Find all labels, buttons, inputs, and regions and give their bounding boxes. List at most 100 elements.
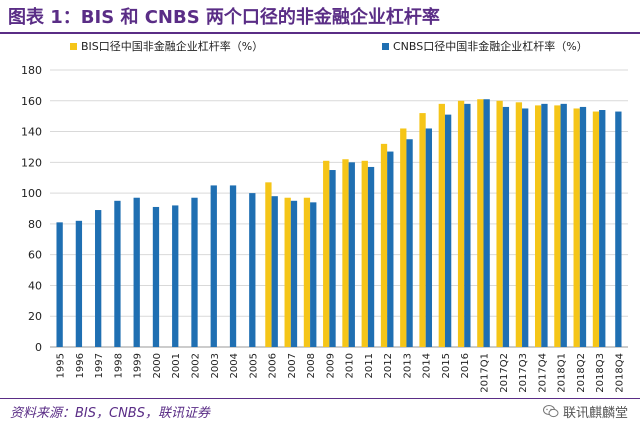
bar-bis-2010 (342, 159, 349, 347)
bar-bis-2007 (284, 197, 291, 347)
x-tick-label: 2017Q3 (518, 353, 529, 393)
bar-bis-2018Q2 (573, 108, 580, 347)
y-tick-label: 20 (28, 310, 42, 323)
bar-cnbs-2014 (425, 128, 432, 347)
bar-cnbs-2017Q4 (541, 103, 548, 347)
bar-cnbs-2004 (229, 185, 237, 347)
bar-bis-2009 (323, 160, 330, 347)
x-tick-label: 2018Q2 (576, 353, 587, 393)
x-tick-label: 2015 (441, 353, 452, 378)
bar-cnbs-2011 (367, 166, 375, 347)
y-tick-label: 120 (21, 156, 42, 169)
x-tick-label: 2014 (422, 353, 433, 378)
bar-cnbs-2018Q4 (615, 111, 622, 347)
bar-bis-2013 (400, 128, 407, 347)
x-tick-label: 2012 (383, 353, 394, 378)
bar-cnbs-2003 (210, 185, 217, 347)
bar-cnbs-2008 (310, 202, 317, 347)
x-tick-label: 2010 (345, 353, 356, 378)
x-tick-label: 2017Q4 (537, 353, 548, 393)
bar-cnbs-2018Q1 (560, 103, 567, 347)
x-tick-label: 2002 (191, 353, 202, 378)
bar-cnbs-2018Q2 (579, 106, 587, 347)
watermark-label: 联讯麒麟堂 (562, 406, 628, 421)
x-tick-label: 2006 (268, 353, 279, 378)
title-bar: 图表 1：BIS 和 CNBS 两个口径的非金融企业杠杆率 (0, 0, 640, 34)
bar-bis-2017Q1 (477, 99, 484, 347)
x-tick-label: 2018Q1 (557, 353, 568, 393)
bar-cnbs-2005 (249, 193, 256, 347)
x-tick-label: 2004 (229, 353, 240, 378)
bar-bis-2006 (265, 182, 272, 347)
bar-cnbs-1996 (75, 220, 83, 347)
legend-item-cnbs: CNBS口径中国非金融企业杠杆率（%） (382, 38, 588, 54)
wechat-icon (542, 405, 559, 418)
bar-bis-2017Q3 (515, 102, 523, 347)
bar-cnbs-2016 (464, 103, 471, 347)
bar-bis-2011 (361, 160, 368, 347)
x-tick-label: 2017Q2 (499, 353, 510, 393)
y-tick-label: 60 (28, 249, 42, 262)
bar-cnbs-1999 (133, 197, 140, 347)
bar-cnbs-2006 (271, 196, 278, 347)
y-tick-label: 140 (21, 126, 42, 139)
x-tick-label: 2005 (248, 353, 259, 378)
source-note: 资料来源：BIS，CNBS，联讯证券 (10, 406, 210, 421)
bar-cnbs-2017Q1 (483, 99, 490, 347)
bar-cnbs-1995 (56, 222, 63, 347)
x-tick-label: 2013 (402, 353, 413, 378)
y-tick-label: 160 (21, 95, 42, 108)
bar-cnbs-2017Q3 (522, 108, 529, 347)
bar-bis-2012 (380, 143, 388, 347)
legend-swatch-bis (70, 42, 77, 50)
x-tick-label: 1999 (133, 353, 144, 378)
bar-cnbs-2013 (406, 139, 413, 347)
chart-legend: BIS口径中国非金融企业杠杆率（%） CNBS口径中国非金融企业杠杆率（%） (60, 38, 640, 54)
x-tick-label: 1998 (113, 353, 124, 378)
y-tick-label: 180 (21, 64, 42, 77)
legend-swatch-cnbs (382, 42, 389, 50)
x-tick-label: 2016 (460, 353, 471, 378)
bar-cnbs-2000 (152, 206, 160, 347)
bar-bis-2017Q4 (535, 105, 542, 348)
y-tick-label: 80 (28, 218, 42, 231)
bar-bis-2017Q2 (496, 100, 503, 348)
watermark: 联讯麒麟堂 (542, 402, 628, 421)
bar-bis-2018Q1 (554, 105, 561, 348)
x-tick-label: 2009 (325, 353, 336, 378)
x-tick-label: 2018Q4 (614, 353, 625, 393)
x-tick-label: 2001 (171, 353, 182, 378)
bar-cnbs-1997 (95, 210, 102, 347)
y-tick-label: 0 (35, 341, 42, 354)
bar-bis-2014 (419, 113, 426, 347)
x-tick-label: 2003 (210, 353, 221, 378)
y-tick-label: 40 (28, 279, 42, 292)
x-tick-label: 1995 (56, 353, 67, 378)
x-tick-label: 2008 (306, 353, 317, 378)
bar-cnbs-2018Q3 (599, 110, 606, 347)
y-tick-label: 100 (21, 187, 42, 200)
x-tick-label: 2007 (287, 353, 298, 378)
bar-cnbs-2017Q2 (502, 106, 510, 347)
x-tick-label: 2017Q1 (480, 353, 491, 393)
x-tick-label: 2018Q3 (595, 353, 606, 393)
bar-cnbs-2007 (290, 200, 298, 347)
bar-bis-2018Q3 (592, 111, 600, 347)
bar-cnbs-2015 (444, 114, 452, 347)
legend-item-bis: BIS口径中国非金融企业杠杆率（%） (70, 38, 263, 54)
bar-bis-2008 (303, 197, 311, 347)
bar-cnbs-2001 (172, 205, 179, 347)
title-divider (0, 32, 640, 34)
legend-label-bis: BIS口径中国非金融企业杠杆率（%） (81, 40, 264, 53)
page-title: 图表 1：BIS 和 CNBS 两个口径的非金融企业杠杆率 (8, 7, 440, 28)
bar-cnbs-2009 (329, 170, 336, 347)
bar-cnbs-2002 (191, 197, 198, 347)
bar-cnbs-1998 (114, 200, 121, 347)
legend-label-cnbs: CNBS口径中国非金融企业杠杆率（%） (393, 40, 588, 53)
footer-divider (0, 398, 640, 399)
bar-cnbs-2010 (348, 162, 355, 347)
bar-chart: 0 20 40 60 80 100 120 140 160 180 1995 1996 1997 1998… (21, 64, 628, 393)
x-tick-label: 2011 (364, 353, 375, 378)
bar-bis-2016 (457, 100, 465, 348)
x-tick-label: 1997 (94, 353, 105, 378)
